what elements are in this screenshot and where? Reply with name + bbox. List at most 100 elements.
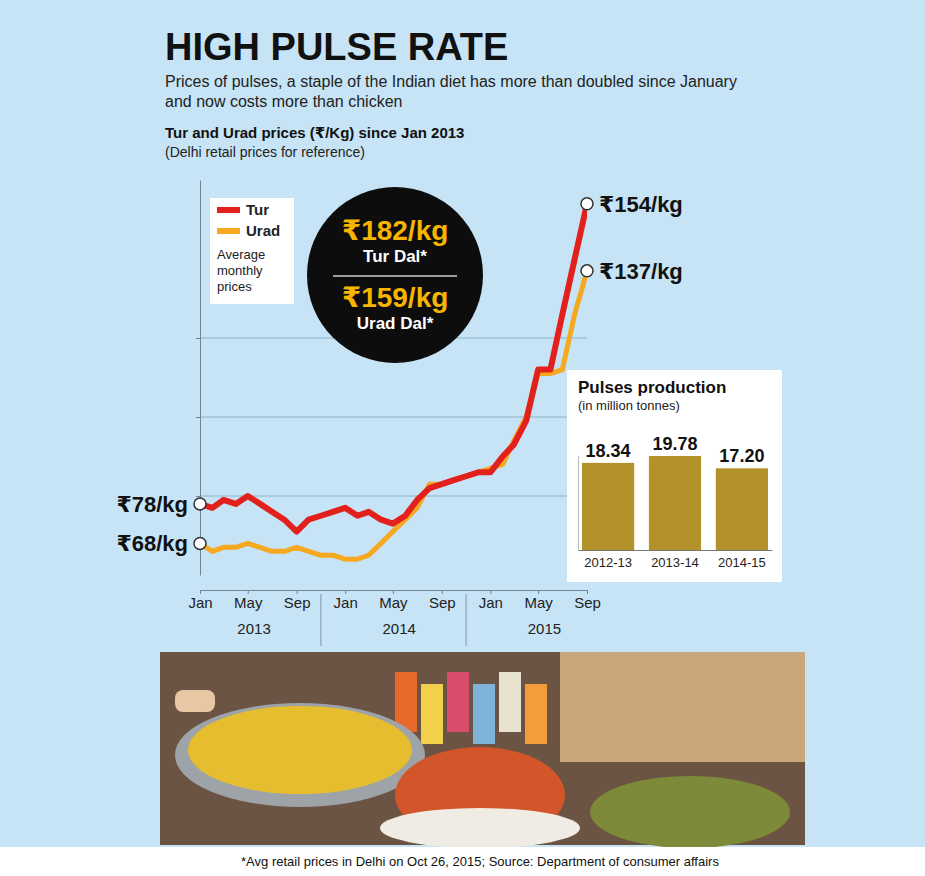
photo-yellow-dal	[188, 706, 412, 794]
inset-x-axis: 2012-13 2013-14 2014-15	[579, 550, 773, 570]
bar-value-label: 17.20	[719, 446, 764, 466]
photo-packet	[473, 684, 495, 744]
x-tick: Jan	[334, 590, 358, 611]
y-tick	[196, 417, 200, 418]
year-label: 2015	[528, 620, 561, 637]
chart-title: Tur and Urad prices (₹/Kg) since Jan 201…	[165, 124, 464, 141]
start-label: ₹68/kg	[116, 531, 188, 556]
photo-sack	[380, 808, 580, 848]
background	[0, 0, 925, 876]
photo-scoop	[175, 703, 425, 807]
grid-line	[200, 496, 587, 497]
callout-price: ₹159/kg	[342, 282, 449, 313]
y-tick	[196, 496, 200, 497]
end-marker	[581, 198, 593, 210]
start-label: ₹78/kg	[116, 492, 188, 517]
text-line: Prices of pulses, a staple of the Indian…	[165, 73, 737, 90]
y-tick	[196, 338, 200, 339]
inset-title: Pulses production	[578, 378, 726, 397]
x-tick: Sep	[429, 590, 456, 611]
legend-label: Tur	[246, 201, 269, 218]
axis-line	[200, 181, 201, 576]
chart-subtitle: (Delhi retail prices for reference)	[165, 144, 365, 160]
infographic: HIGH PULSE RATE Prices of pulses, a stapl…	[0, 0, 925, 876]
callout-label: Tur Dal*	[363, 247, 427, 266]
plot-lines	[200, 204, 587, 560]
start-marker	[194, 498, 206, 510]
x-tick-label: May	[524, 594, 553, 611]
photo-packet	[499, 672, 521, 732]
x-tick: May	[524, 590, 553, 611]
legend-box	[210, 198, 294, 304]
bar	[716, 468, 768, 550]
axis-line	[578, 456, 579, 551]
end-label: ₹137/kg	[599, 259, 683, 284]
inset-x-tick: 2012-13	[584, 550, 632, 570]
inset-box	[567, 370, 782, 582]
production-inset: Pulses production(in million tonnes) 18.3…	[567, 370, 782, 582]
x-tick: Jan	[188, 590, 212, 611]
y-axis	[196, 181, 201, 576]
x-tick: May	[379, 590, 408, 611]
legend-label: Urad	[246, 222, 280, 239]
x-tick-label: Sep	[574, 594, 601, 611]
text-line: monthly	[217, 263, 263, 278]
x-tick-label: Jan	[334, 594, 358, 611]
callout-divider	[333, 275, 457, 277]
callout-price: ₹182/kg	[342, 215, 449, 246]
footnote: *Avg retail prices in Delhi on Oct 26, 2…	[241, 854, 719, 869]
text-line: and now costs more than chicken	[165, 93, 402, 110]
inset-x-tick-label: 2012-13	[584, 555, 632, 570]
legend-note: Averagemonthlyprices	[217, 247, 265, 294]
year-separator	[320, 594, 321, 646]
inset-subtitle: (in million tonnes)	[578, 398, 680, 413]
line-tur	[200, 204, 587, 532]
legend-swatch	[217, 207, 240, 213]
end-marker	[581, 265, 593, 277]
tick-mark	[196, 338, 200, 339]
end-label: ₹154/kg	[599, 192, 683, 217]
bars	[582, 456, 768, 550]
x-tick: May	[234, 590, 263, 611]
x-tick-label: Jan	[479, 594, 503, 611]
text-line: prices	[217, 279, 252, 294]
legend: Tur Urad Averagemonthlyprices	[210, 198, 294, 304]
bar	[582, 463, 634, 550]
axis-line	[201, 590, 588, 591]
callout-label: Urad Dal*	[357, 314, 434, 333]
year-label: 2013	[237, 620, 270, 637]
photo-hand	[175, 690, 215, 712]
x-axis: Jan May Sep Jan May Sep Jan May Sep	[188, 590, 600, 611]
photo-strip	[160, 652, 805, 848]
year-label: 2014	[383, 620, 416, 637]
x-tick: Jan	[479, 590, 503, 611]
photo-green-gram	[590, 776, 790, 848]
photo-packet	[525, 684, 547, 744]
callout: ₹182/kgTur Dal* ₹159/kgUrad Dal*	[307, 187, 483, 363]
year-separator	[466, 594, 467, 646]
x-tick-label: May	[234, 594, 263, 611]
bar	[649, 456, 701, 550]
photo-packet	[447, 672, 469, 732]
inset-x-tick: 2013-14	[651, 550, 699, 570]
x-tick: Sep	[284, 590, 311, 611]
tick-mark	[196, 417, 200, 418]
x-tick-label: Sep	[429, 594, 456, 611]
legend-swatch	[217, 228, 240, 234]
photo-shelf	[560, 652, 805, 762]
bar-value-label: 18.34	[586, 441, 631, 461]
x-tick-label: Sep	[284, 594, 311, 611]
start-marker	[194, 537, 206, 549]
tick-mark	[196, 496, 200, 497]
inset-x-tick-label: 2014-15	[718, 555, 766, 570]
bar-value-label: 19.78	[652, 434, 697, 454]
callout-circle	[307, 187, 483, 363]
inset-x-tick: 2014-15	[718, 550, 766, 570]
x-tick: Sep	[574, 590, 601, 611]
footnote-strip	[0, 847, 925, 876]
title: HIGH PULSE RATE	[165, 26, 508, 68]
x-tick-label: Jan	[188, 594, 212, 611]
subtitle: Prices of pulses, a staple of the Indian…	[165, 73, 737, 110]
inset-y-axis	[578, 456, 579, 551]
text-line: Average	[217, 247, 265, 262]
